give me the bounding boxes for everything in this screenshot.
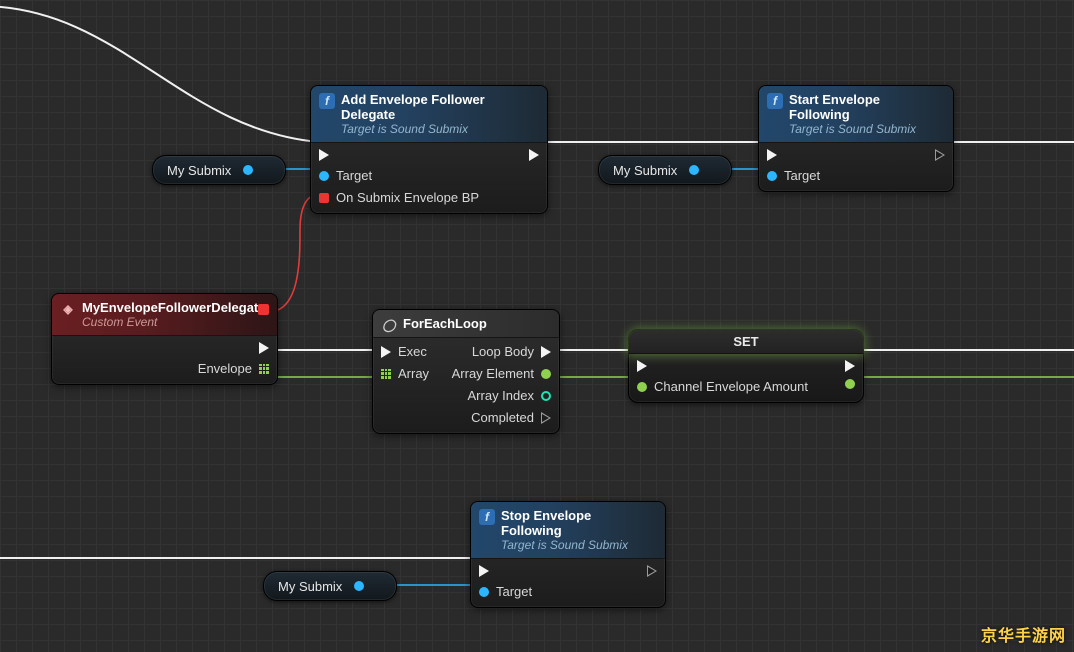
- set-title: SET: [629, 330, 863, 354]
- array-index-pin[interactable]: Array Index: [468, 388, 551, 403]
- value-out-pin[interactable]: [845, 379, 855, 389]
- exec-out-pin[interactable]: [529, 149, 539, 161]
- exec-in-pin[interactable]: [319, 149, 479, 161]
- node-title: Start Envelope Following: [789, 92, 943, 122]
- node-subtitle: Target is Sound Submix: [789, 122, 943, 136]
- array-in-pin[interactable]: Array: [381, 366, 429, 381]
- variable-my-submix[interactable]: My Submix: [598, 155, 732, 185]
- value-in-pin[interactable]: Channel Envelope Amount: [637, 379, 808, 394]
- node-add-envelope-follower-delegate[interactable]: f Add Envelope Follower Delegate Target …: [310, 85, 548, 214]
- function-icon: f: [319, 93, 335, 109]
- event-icon: ◈: [60, 301, 76, 317]
- exec-out-pin[interactable]: [845, 360, 855, 372]
- variable-label: My Submix: [278, 579, 342, 594]
- object-out-pin[interactable]: [354, 581, 364, 591]
- node-header[interactable]: ◯ ForEachLoop: [373, 310, 559, 338]
- target-pin[interactable]: Target: [767, 168, 820, 183]
- node-title: ForEachLoop: [403, 316, 549, 331]
- array-element-pin[interactable]: Array Element: [452, 366, 551, 381]
- node-subtitle: Target is Sound Submix: [501, 538, 655, 552]
- node-title: Add Envelope Follower Delegate: [341, 92, 537, 122]
- object-out-pin[interactable]: [689, 165, 699, 175]
- variable-my-submix[interactable]: My Submix: [152, 155, 286, 185]
- exec-out-pin[interactable]: [935, 149, 945, 161]
- node-subtitle: Custom Event: [82, 315, 267, 329]
- node-header[interactable]: f Start Envelope Following Target is Sou…: [759, 86, 953, 143]
- function-icon: f: [479, 509, 495, 525]
- node-my-envelope-follower-delegate[interactable]: ◈ MyEnvelopeFollowerDelegate Custom Even…: [51, 293, 278, 385]
- exec-in-pin[interactable]: Exec: [381, 344, 429, 359]
- delegate-pin[interactable]: On Submix Envelope BP: [319, 190, 479, 205]
- blueprint-graph[interactable]: { "colors":{ "exec_wire":"#f0f0f0", "obj…: [0, 0, 1074, 652]
- completed-pin[interactable]: Completed: [471, 410, 551, 425]
- envelope-out-pin[interactable]: Envelope: [198, 361, 269, 376]
- variable-label: My Submix: [613, 163, 677, 178]
- node-title: Stop Envelope Following: [501, 508, 655, 538]
- macro-icon: ◯: [381, 317, 397, 333]
- node-header[interactable]: f Add Envelope Follower Delegate Target …: [311, 86, 547, 143]
- variable-label: My Submix: [167, 163, 231, 178]
- watermark: 京华手游网: [981, 622, 1066, 646]
- node-header[interactable]: f Stop Envelope Following Target is Soun…: [471, 502, 665, 559]
- node-subtitle: Target is Sound Submix: [341, 122, 537, 136]
- exec-out-pin[interactable]: [647, 565, 657, 577]
- variable-my-submix[interactable]: My Submix: [263, 571, 397, 601]
- exec-in-pin[interactable]: [637, 360, 808, 372]
- node-start-envelope-following[interactable]: f Start Envelope Following Target is Sou…: [758, 85, 954, 192]
- function-icon: f: [767, 93, 783, 109]
- node-set-channel-envelope-amount[interactable]: SET Channel Envelope Amount: [628, 329, 864, 403]
- node-title: MyEnvelopeFollowerDelegate: [82, 300, 267, 315]
- exec-out-pin[interactable]: [259, 342, 269, 354]
- object-out-pin[interactable]: [243, 165, 253, 175]
- exec-in-pin[interactable]: [767, 149, 820, 161]
- exec-in-pin[interactable]: [479, 565, 532, 577]
- node-for-each-loop[interactable]: ◯ ForEachLoop Exec Array Loop Body Array…: [372, 309, 560, 434]
- delegate-out-pin[interactable]: [258, 304, 269, 315]
- target-pin[interactable]: Target: [479, 584, 532, 599]
- loop-body-pin[interactable]: Loop Body: [472, 344, 551, 359]
- node-header[interactable]: ◈ MyEnvelopeFollowerDelegate Custom Even…: [52, 294, 277, 336]
- node-stop-envelope-following[interactable]: f Stop Envelope Following Target is Soun…: [470, 501, 666, 608]
- target-pin[interactable]: Target: [319, 168, 479, 183]
